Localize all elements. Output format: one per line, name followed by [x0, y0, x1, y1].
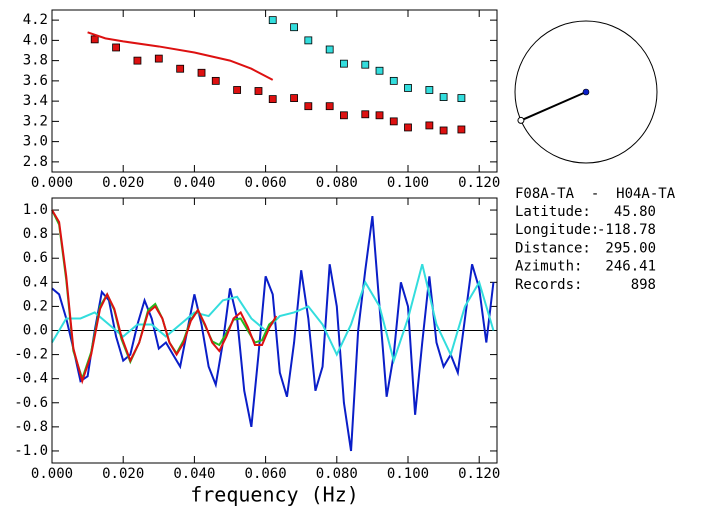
data-point — [375, 66, 384, 75]
plot-frame — [51, 197, 498, 464]
y-tick-label: 0.4 — [23, 274, 48, 290]
data-point — [233, 86, 242, 94]
x-tick-label: 0.040 — [173, 175, 215, 191]
y-tick-label: -0.2 — [14, 347, 48, 363]
data-point — [197, 68, 206, 77]
data-line — [87, 31, 274, 81]
data-point — [325, 102, 334, 111]
data-point — [304, 36, 313, 45]
station-end — [517, 116, 525, 124]
info-label: Latitude: — [515, 204, 591, 220]
y-tick-label: 3.0 — [23, 134, 48, 150]
data-point — [439, 126, 448, 135]
data-point — [290, 23, 298, 32]
data-line — [51, 215, 495, 452]
info-label: Records: — [515, 277, 582, 293]
data-point — [340, 59, 348, 68]
data-point — [133, 56, 142, 65]
x-tick-label: 0.060 — [245, 466, 287, 482]
info-value: 295.00 — [605, 240, 656, 256]
x-axis-label: frequency (Hz) — [190, 483, 359, 507]
x-tick-label: 0.100 — [387, 466, 429, 482]
data-point — [425, 86, 434, 94]
data-point — [325, 45, 334, 54]
data-point — [439, 93, 448, 101]
info-value: -118.78 — [597, 222, 656, 238]
x-tick-label: 0.100 — [387, 175, 429, 191]
azimuth-circle — [514, 20, 658, 164]
data-point — [90, 35, 99, 44]
y-tick-label: 0.2 — [23, 298, 48, 314]
data-point — [290, 94, 298, 102]
data-point — [361, 110, 370, 119]
x-tick-label: 0.080 — [316, 466, 358, 482]
x-tick-label: 0.000 — [31, 175, 73, 191]
data-point — [375, 111, 384, 120]
data-point — [389, 117, 398, 126]
y-tick-label: -0.6 — [14, 395, 48, 411]
y-tick-label: 4.2 — [23, 12, 48, 28]
y-tick-label: -1.0 — [14, 443, 48, 459]
x-tick-label: 0.020 — [102, 175, 144, 191]
data-point — [457, 125, 466, 134]
y-tick-label: 2.8 — [23, 154, 48, 170]
x-tick-label: 0.080 — [316, 175, 358, 191]
data-point — [389, 76, 398, 85]
y-tick-label: 3.8 — [23, 53, 48, 69]
data-point — [404, 123, 412, 132]
y-tick-label: 1.0 — [23, 202, 48, 218]
y-tick-label: 0.0 — [23, 323, 48, 339]
y-tick-label: -0.4 — [14, 371, 48, 387]
y-tick-label: -0.8 — [14, 419, 48, 435]
data-point — [268, 16, 277, 25]
data-point — [404, 84, 412, 92]
x-tick-label: 0.120 — [458, 175, 500, 191]
data-point — [340, 111, 348, 120]
info-value: 246.41 — [605, 259, 656, 275]
data-line — [51, 209, 278, 385]
data-point — [304, 102, 313, 111]
info-value: 898 — [631, 277, 656, 293]
x-tick-label: 0.000 — [31, 466, 73, 482]
x-tick-label: 0.020 — [102, 466, 144, 482]
y-tick-label: 4.0 — [23, 32, 48, 48]
x-tick-label: 0.040 — [173, 466, 215, 482]
info-label: Azimuth: — [515, 259, 582, 275]
data-point — [361, 60, 370, 69]
data-point — [112, 43, 120, 52]
data-point — [457, 94, 466, 102]
info-label: Longitude: — [515, 222, 599, 238]
y-tick-label: 3.4 — [23, 93, 48, 109]
station-center — [582, 88, 590, 96]
y-tick-label: 0.8 — [23, 226, 48, 242]
y-tick-label: 3.2 — [23, 113, 48, 129]
y-tick-label: 0.6 — [23, 250, 48, 266]
station-pair: F08A-TA - H04A-TA — [515, 186, 676, 202]
y-tick-label: 3.6 — [23, 73, 48, 89]
data-point — [176, 64, 185, 73]
info-label: Distance: — [515, 240, 591, 256]
data-point — [154, 54, 163, 63]
info-value: 45.80 — [614, 204, 656, 220]
data-point — [268, 95, 277, 103]
plot-frame — [51, 9, 498, 173]
x-tick-label: 0.120 — [458, 466, 500, 482]
azimuth-line — [520, 91, 587, 122]
data-point — [425, 121, 434, 130]
x-tick-label: 0.060 — [245, 175, 287, 191]
data-point — [211, 76, 220, 85]
data-point — [254, 87, 263, 95]
